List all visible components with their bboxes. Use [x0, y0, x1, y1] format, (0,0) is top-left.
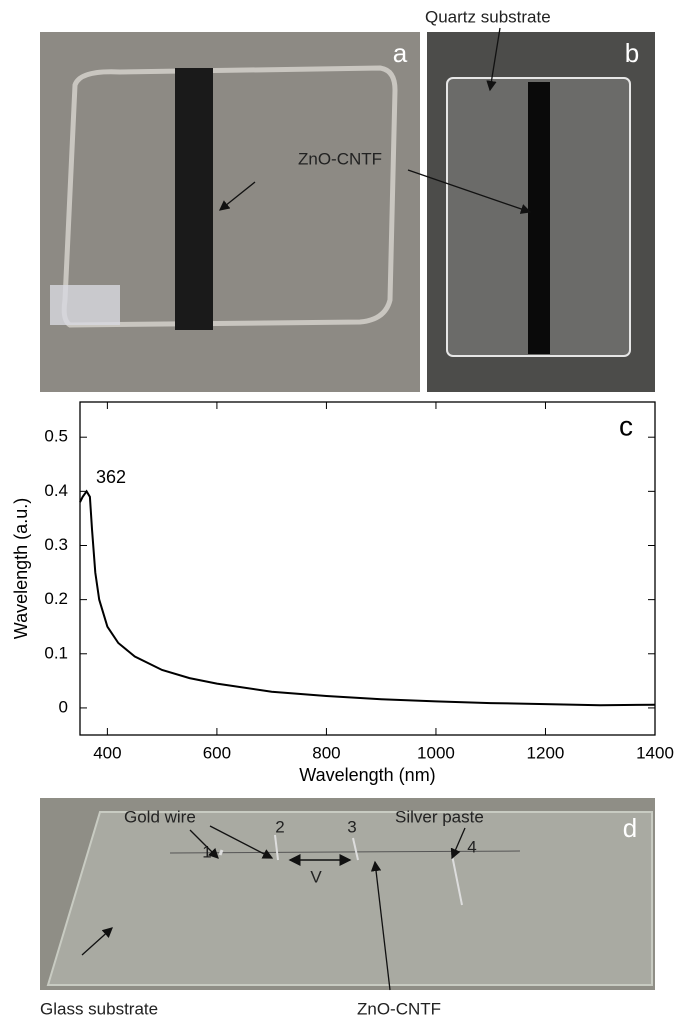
annotation: Quartz substrate	[425, 7, 551, 26]
x-tick-label: 1400	[636, 743, 674, 762]
arrow	[209, 825, 274, 859]
annotation: ZnO-CNTF	[357, 999, 441, 1018]
annotation: ZnO-CNTF	[298, 149, 382, 168]
annotation: Silver paste	[395, 807, 484, 826]
x-tick-label: 400	[93, 743, 121, 762]
panel-label: d	[623, 813, 637, 843]
contact-label: 4	[467, 837, 476, 856]
x-tick-label: 800	[312, 743, 340, 762]
data-line	[79, 489, 656, 707]
x-tick-label: 1200	[527, 743, 565, 762]
photo-b: b	[427, 32, 655, 392]
photo-d: d Gold wire Silver paste 2 3 1 4 V	[40, 798, 655, 991]
voltage-label: V	[310, 867, 322, 886]
panel-label: b	[625, 38, 639, 68]
arrow	[450, 827, 466, 860]
panel-label: a	[393, 38, 408, 68]
photo-a: a	[40, 32, 420, 392]
annotation: Glass substrate	[40, 999, 158, 1018]
y-tick-label: 0.5	[44, 427, 68, 446]
y-axis-label: Wavelength (a.u.)	[11, 498, 31, 639]
panel-label: c	[619, 410, 633, 441]
y-tick-label: 0	[59, 697, 68, 716]
arrow	[81, 927, 113, 956]
y-tick-label: 0.2	[44, 589, 68, 608]
arrow	[189, 829, 219, 859]
arrow	[218, 181, 256, 211]
contact-label: 1	[202, 842, 211, 861]
y-tick-label: 0.1	[44, 643, 68, 662]
annotation: 362	[96, 467, 126, 487]
arrow	[486, 27, 501, 92]
y-tick-label: 0.3	[44, 535, 68, 554]
y-tick-label: 0.4	[44, 481, 68, 500]
contact-label: 3	[347, 817, 356, 836]
x-tick-label: 1000	[417, 743, 455, 762]
annotation: Gold wire	[124, 807, 196, 826]
x-tick-label: 600	[203, 743, 231, 762]
x-axis-label: Wavelength (nm)	[299, 765, 435, 785]
arrow	[370, 860, 391, 991]
arrow	[407, 169, 532, 214]
plot-frame	[79, 401, 656, 736]
contact-label: 2	[275, 817, 284, 836]
chart: 0 0.1 0.2 0.3 0.4 0.5 400 600 800 1000 1200 1400 Wav…	[11, 401, 674, 785]
